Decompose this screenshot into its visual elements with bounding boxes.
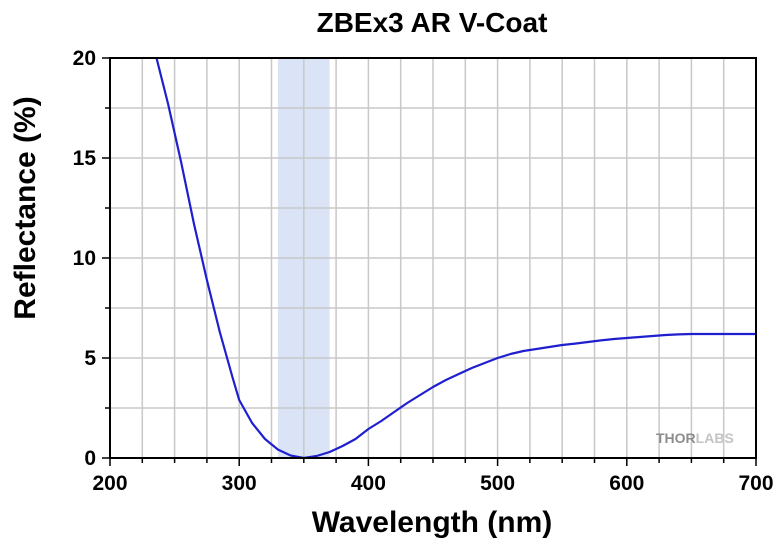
x-axis-label: Wavelength (nm) [312,506,553,539]
y-tick-label: 5 [84,347,96,370]
x-tick-label: 500 [480,472,515,495]
plot-frame [109,57,757,459]
grid-lines [110,58,756,458]
y-axis-label: Reflectance (%) [9,96,42,319]
x-tick-label: 200 [92,472,127,495]
x-tick-labels: 200 300 400 500 600 700 [92,472,773,495]
x-tick-label: 400 [351,472,386,495]
y-tick-label: 0 [84,447,96,470]
x-tick-label: 600 [609,472,644,495]
y-tick-label: 10 [73,247,96,270]
y-tick-label: 20 [73,47,96,70]
thorlabs-logo: THORLABS [656,430,734,446]
reflectance-series-line [155,57,756,460]
x-tick-label: 700 [738,472,773,495]
chart-title: ZBEx3 AR V-Coat [317,7,548,38]
y-tick-label: 15 [73,147,97,170]
logo-part-thor: THOR [656,430,696,446]
logo-part-labs: LABS [696,430,734,446]
y-tick-labels: 0 5 10 15 20 [73,47,97,470]
x-tick-label: 300 [222,472,257,495]
